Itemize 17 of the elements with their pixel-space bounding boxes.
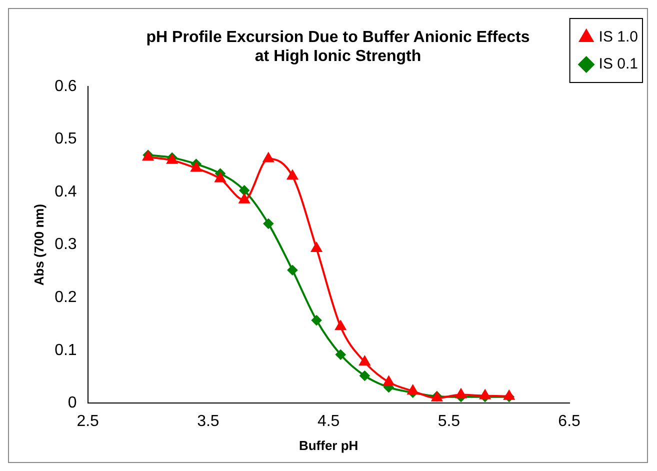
- y-tick-label: 0.2: [54, 289, 77, 306]
- x-tick-label: 2.5: [76, 413, 100, 430]
- x-tick-label: 3.5: [197, 413, 220, 430]
- y-tick-label: 0.5: [54, 130, 77, 148]
- legend-label: IS 0.1: [598, 56, 638, 73]
- x-tick-label: 5.5: [438, 413, 460, 430]
- x-tick-label: 4.5: [317, 413, 340, 430]
- y-tick-label: 0.4: [54, 183, 77, 200]
- chart-title: pH Profile Excursion Due to Buffer Anionic Effects at High Ionic Strength: [146, 29, 530, 66]
- x-axis-title: Buffer pH: [298, 438, 358, 453]
- y-tick-label: 0.1: [54, 342, 77, 359]
- y-tick-label: 0.6: [54, 78, 77, 95]
- legend-label: IS 1.0: [598, 28, 638, 46]
- y-tick-label: 0: [68, 394, 77, 412]
- x-tick-label: 6.5: [558, 413, 581, 430]
- y-tick-label: 0.3: [54, 236, 77, 254]
- y-axis-title: Abs (700 nm): [31, 204, 46, 286]
